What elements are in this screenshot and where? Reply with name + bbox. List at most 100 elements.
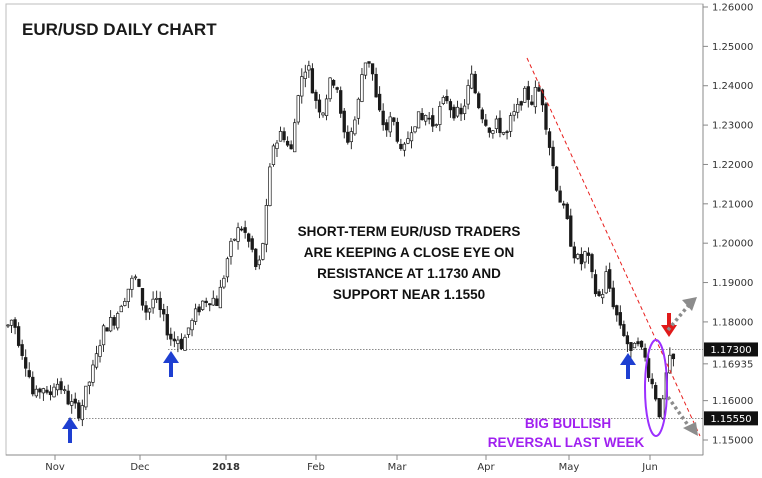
annotation-line-1: SHORT-TERM EUR/USD TRADERS	[298, 224, 521, 239]
candle	[87, 381, 92, 395]
candle	[215, 295, 219, 306]
candle	[448, 98, 453, 118]
candle	[381, 103, 385, 131]
candle	[477, 91, 481, 110]
candle	[632, 342, 637, 349]
candle	[608, 262, 612, 293]
candle	[144, 300, 148, 321]
candle	[91, 359, 95, 387]
svg-text:1.15550: 1.15550	[710, 414, 751, 425]
candle	[516, 98, 520, 119]
blue-arrow-icon-may	[620, 353, 636, 379]
candle	[583, 250, 587, 269]
candle	[41, 387, 46, 401]
blue-arrow-icon-nov	[62, 417, 78, 443]
candle	[176, 336, 180, 353]
candle	[84, 385, 88, 411]
candle	[498, 110, 502, 138]
candle	[108, 310, 113, 333]
candle	[360, 68, 364, 103]
candles	[6, 60, 676, 427]
candle	[296, 94, 300, 125]
candle	[416, 111, 421, 129]
candle	[579, 247, 584, 271]
x-tick-label: Jun	[641, 462, 658, 473]
candle	[264, 198, 269, 253]
candle	[438, 101, 442, 132]
candle	[519, 100, 523, 111]
x-tick-label: Dec	[130, 462, 149, 473]
candle	[593, 269, 598, 297]
candle	[363, 62, 368, 80]
candle	[140, 288, 145, 311]
candle	[349, 127, 353, 150]
candle	[77, 399, 81, 422]
candle	[116, 311, 120, 331]
y-tick-label: 1.22000	[712, 160, 753, 171]
candle	[342, 108, 346, 139]
candle	[239, 226, 244, 232]
candle	[604, 265, 608, 295]
candle	[431, 107, 435, 132]
candle	[310, 63, 315, 94]
candle	[650, 373, 654, 389]
candle	[66, 384, 70, 406]
candle	[455, 100, 460, 118]
candle	[314, 89, 318, 109]
candle	[388, 111, 392, 138]
candle	[462, 99, 467, 121]
candle	[530, 95, 534, 106]
candle	[282, 127, 286, 143]
candle	[600, 288, 605, 304]
candle	[268, 163, 272, 207]
x-tick-label: Apr	[477, 462, 495, 473]
candle	[413, 126, 417, 134]
candle	[473, 70, 477, 95]
candle	[625, 331, 630, 352]
candle	[427, 112, 431, 125]
candle	[285, 136, 290, 148]
candle	[271, 143, 276, 167]
candle	[24, 349, 28, 377]
y-tick-label: 1.24000	[712, 81, 753, 92]
candle	[13, 317, 17, 335]
x-tick-label: Mar	[388, 462, 408, 473]
candle	[434, 123, 438, 128]
y-tick-label: 1.19000	[712, 278, 753, 289]
candle	[668, 347, 672, 374]
annotation-line-4: SUPPORT NEAR 1.1550	[333, 287, 485, 302]
candle	[229, 237, 233, 265]
candle	[275, 140, 279, 158]
candle	[183, 334, 187, 351]
candle	[193, 303, 198, 325]
candle	[523, 85, 527, 103]
candle	[533, 80, 538, 114]
y-tick-label: 1.23000	[712, 121, 753, 132]
candle	[98, 339, 102, 363]
candle	[105, 327, 109, 332]
candle	[257, 255, 261, 270]
y-tick-label: 1.15000	[712, 436, 753, 447]
candle	[236, 222, 240, 250]
candle	[27, 362, 31, 379]
candle	[123, 297, 127, 307]
x-tick-label: May	[559, 462, 580, 473]
candle	[55, 378, 60, 396]
candle	[551, 140, 555, 169]
candle	[9, 319, 14, 333]
candle	[339, 86, 343, 118]
candle	[565, 202, 569, 220]
gray-up-arrow-icon	[666, 297, 697, 332]
reversal-label-line-1: BIG BULLISH	[525, 416, 611, 431]
candle	[169, 327, 173, 346]
candle	[512, 103, 516, 122]
candle	[59, 377, 63, 395]
candle	[16, 322, 21, 348]
candle	[484, 113, 488, 127]
candle	[80, 399, 84, 427]
candle	[459, 103, 463, 121]
candle	[611, 280, 615, 310]
candle	[328, 77, 332, 102]
